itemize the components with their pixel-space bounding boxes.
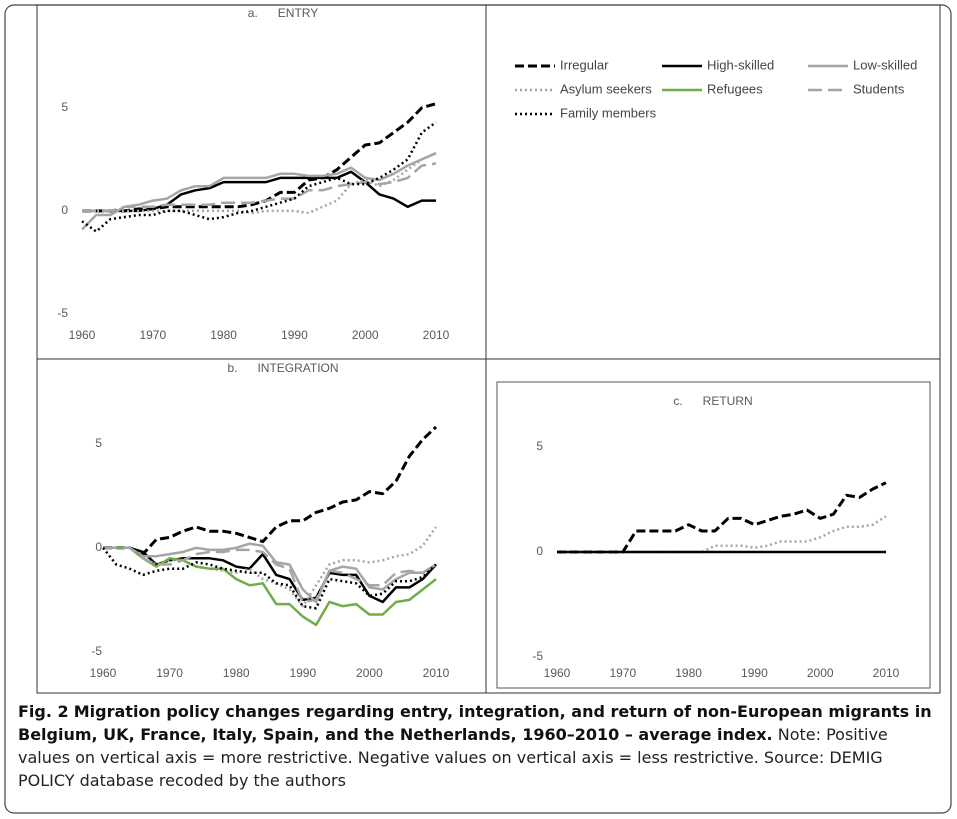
y-tick-label: -5 [532,649,543,663]
series-line [82,170,436,213]
series-line [103,542,437,604]
y-tick-label: 0 [95,540,102,554]
series-line [103,425,438,556]
x-tick-label: 1970 [156,666,183,680]
y-tick-label: 5 [95,436,102,450]
legend-label: Family members [560,105,657,120]
series-line [557,515,887,554]
x-tick-label: 1980 [210,328,237,342]
x-tick-label: 1990 [289,666,316,680]
series-line [103,546,437,604]
x-tick-label: 1980 [675,666,702,680]
y-tick-label: 5 [536,439,543,453]
x-tick-label: 1990 [281,328,308,342]
figure-frame [4,4,952,814]
legend-label: Asylum seekers [560,81,652,96]
x-tick-label: 2010 [423,328,450,342]
series-line [81,121,437,233]
caption-note: Note: Positive values on vertical axis =… [18,725,888,790]
x-tick-label: 2000 [352,328,379,342]
panel-title: c. RETURN [673,394,752,408]
series-line [81,152,437,231]
x-tick-label: 1960 [544,666,571,680]
x-tick-label: 2000 [807,666,834,680]
y-tick-label: 0 [536,544,543,558]
legend-label: Irregular [560,57,609,72]
legend-label: Low-skilled [853,57,917,72]
caption: Fig. 2 Migration policy changes regardin… [18,700,943,792]
legend-label: Students [853,81,905,96]
series-line [102,547,437,610]
x-tick-label: 2010 [873,666,900,680]
legend-label: Refugees [707,81,763,96]
y-tick-label: 5 [61,100,68,114]
panel-c-frame [496,381,931,689]
x-tick-label: 1970 [609,666,636,680]
x-tick-label: 1970 [139,328,166,342]
x-tick-label: 2010 [423,666,450,680]
series-line [557,481,887,554]
panel-title: a. ENTRY [248,6,318,20]
x-tick-label: 1980 [223,666,250,680]
x-tick-label: 2000 [356,666,383,680]
series-line [82,102,437,213]
legend-label: High-skilled [707,57,774,72]
panel-title: b. INTEGRATION [227,361,338,375]
y-tick-label: -5 [91,644,102,658]
x-tick-label: 1960 [90,666,117,680]
y-tick-label: 0 [61,203,68,217]
panel-frame [36,4,941,694]
x-tick-label: 1960 [69,328,96,342]
caption-title: Migration policy changes regarding entry… [18,702,932,744]
caption-label: Fig. 2 [18,702,69,721]
y-tick-label: -5 [57,306,68,320]
x-tick-label: 1990 [741,666,768,680]
